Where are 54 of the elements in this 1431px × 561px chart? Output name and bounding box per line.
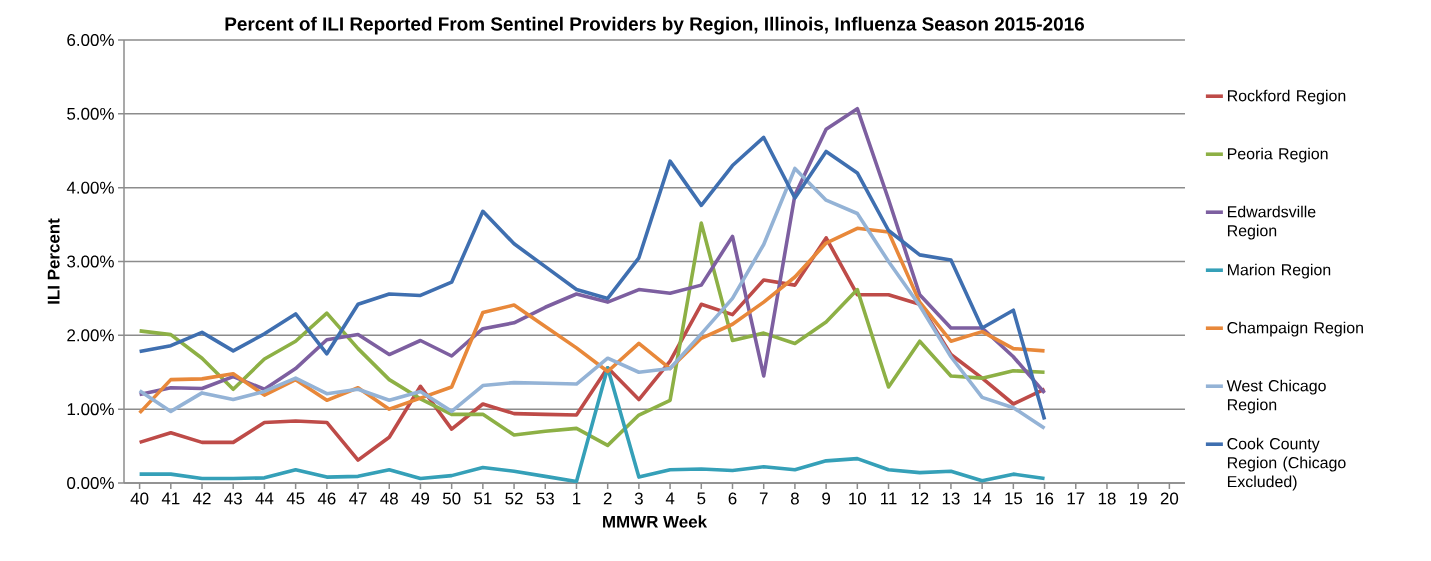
x-tick-label: 17: [1067, 492, 1085, 505]
x-tick-label: 52: [505, 492, 523, 505]
x-tick-label: 51: [474, 492, 492, 505]
line-series: [137, 226, 1047, 415]
legend-label: Edwardsville Region: [1227, 205, 1316, 240]
x-tick-label: 43: [224, 492, 242, 505]
x-tick-label: 46: [317, 492, 336, 505]
x-tick-label: 45: [286, 492, 305, 505]
x-tick-label: 20: [1160, 492, 1179, 505]
chart-title: Percent of ILI Reported From Sentinel Providers by Region, Illinois, Influenza Season 2015-2016: [225, 16, 1085, 35]
x-tick-label: 53: [536, 492, 554, 505]
x-tick-label: 16: [1036, 492, 1054, 505]
x-tick-label: 44: [255, 492, 274, 505]
x-tick-label: 50: [442, 492, 461, 505]
x-tick-label: 10: [849, 492, 867, 505]
y-tick-label: 5.00%: [67, 107, 114, 120]
x-tick-label: 13: [942, 492, 960, 505]
y-tick-label: 3.00%: [67, 255, 114, 268]
x-tick-label: 49: [411, 492, 430, 505]
x-tick-label: 5: [697, 492, 706, 505]
legend-label: Peoria Region: [1227, 147, 1328, 163]
x-tick-label: 9: [822, 492, 831, 505]
legend-label: Marion Region: [1227, 263, 1331, 279]
x-tick-label: 15: [1005, 492, 1023, 505]
line-series: [137, 366, 1047, 483]
x-tick-label: 42: [192, 492, 211, 505]
line-series: [137, 106, 1047, 397]
legend-label: West Chicago Region: [1226, 379, 1326, 414]
y-tick-label: 1.00%: [67, 403, 114, 416]
x-tick-label: 11: [881, 492, 897, 505]
y-tick-label: 0.00%: [67, 477, 114, 489]
x-axis-title: MMWR Week: [603, 515, 708, 528]
y-axis-title: ILI Percent: [47, 218, 60, 304]
x-tick-label: 6: [728, 492, 737, 505]
x-tick-label: 12: [911, 492, 929, 505]
legend-label: Cook County Region (Chicago Excluded): [1227, 437, 1346, 491]
x-tick-label: 14: [974, 492, 992, 505]
x-tick-label: 1: [573, 492, 581, 505]
x-tick-label: 4: [665, 492, 675, 505]
x-tick-label: 18: [1098, 492, 1116, 505]
y-tick-label: 2.00%: [67, 329, 114, 342]
x-tick-label: 47: [349, 492, 367, 505]
x-tick-label: 19: [1130, 492, 1147, 505]
x-tick-label: 41: [161, 492, 180, 505]
x-tick-label: 8: [790, 492, 799, 505]
x-tick-label: 40: [130, 492, 149, 505]
y-tick-label: 4.00%: [66, 181, 114, 194]
x-tick-label: 7: [759, 492, 768, 505]
x-tick-label: 2: [603, 492, 612, 505]
legend-label: Champaign Region: [1227, 321, 1363, 337]
x-tick-label: 48: [380, 492, 398, 505]
legend-label: Rockford Region: [1227, 89, 1346, 105]
y-tick-label: 6.00%: [67, 34, 114, 46]
x-tick-label: 3: [634, 492, 643, 505]
